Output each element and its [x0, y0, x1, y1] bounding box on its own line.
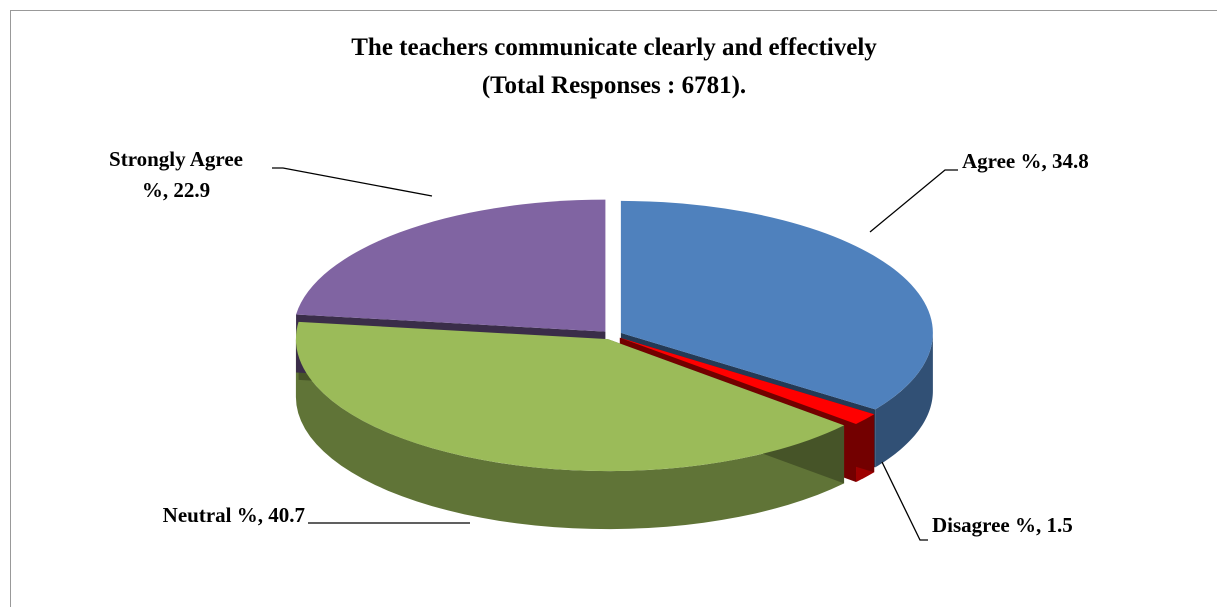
- slice: [620, 200, 933, 410]
- slice-side: [295, 339, 845, 530]
- data-label: Agree %, 34.8: [962, 149, 1089, 173]
- slice-tops: [295, 199, 933, 472]
- leader-line: [272, 167, 433, 197]
- leader-line: [881, 461, 928, 541]
- slice: [295, 321, 845, 472]
- slice-side: [875, 332, 933, 468]
- data-label: Disagree %, 1.5: [932, 513, 1073, 537]
- slice: [619, 337, 875, 425]
- leader-line: [869, 169, 958, 233]
- data-label: Strongly Agree%, 22.9: [109, 147, 243, 202]
- data-label: Neutral %, 40.7: [163, 503, 305, 527]
- chart-title: The teachers communicate clearly and eff…: [351, 34, 877, 99]
- slice: [296, 199, 606, 332]
